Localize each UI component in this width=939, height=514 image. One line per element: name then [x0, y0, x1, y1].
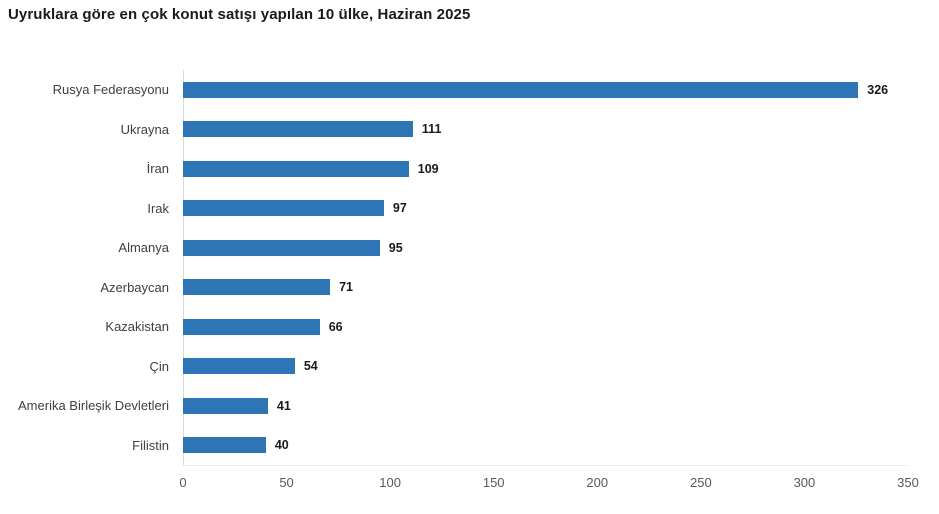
plot-rows: Rusya Federasyonu 326 Ukrayna 111 İran 109 Ira…: [0, 70, 939, 465]
bar-track: 109: [183, 149, 908, 189]
x-tick-label: 200: [586, 475, 609, 490]
bar: [183, 318, 320, 335]
bar-track: 54: [183, 347, 908, 387]
chart-title: Uyruklara göre en çok konut satışı yapıl…: [8, 6, 471, 23]
bar-value-label: 326: [867, 82, 889, 97]
y-axis-line: [183, 70, 184, 465]
bar-track: 326: [183, 70, 908, 110]
bar-row: Almanya 95: [0, 228, 939, 268]
bar: [183, 397, 268, 414]
category-label: Ukrayna: [120, 121, 169, 137]
bar-row: Ukrayna 111: [0, 110, 939, 150]
bar-row: Amerika Birleşik Devletleri 41: [0, 386, 939, 426]
bar-value-label: 111: [421, 122, 442, 137]
bar: [183, 239, 380, 256]
bar-row: Çin 54: [0, 347, 939, 387]
bar-value-label: 41: [276, 398, 291, 413]
bar-value-label: 71: [339, 280, 353, 295]
category-label: Filistin: [132, 437, 169, 453]
bar-chart: Rusya Federasyonu 326 Ukrayna 111 İran 109 Ira…: [0, 70, 939, 500]
bar: [183, 81, 859, 98]
bar-row: Rusya Federasyonu 326: [0, 70, 939, 110]
bar-value-label: 109: [417, 161, 439, 176]
bar-track: 97: [183, 189, 908, 229]
bar: [183, 121, 413, 138]
x-tick-label: 250: [689, 475, 712, 490]
bar-track: 95: [183, 228, 908, 268]
bar-row: Filistin 40: [0, 426, 939, 466]
category-label: Rusya Federasyonu: [52, 82, 169, 98]
bar-row: Irak 97: [0, 189, 939, 229]
x-tick-label: 350: [897, 475, 919, 490]
bar-value-label: 97: [392, 201, 407, 216]
bar-value-label: 95: [388, 240, 403, 255]
x-tick-label: 100: [379, 475, 401, 490]
bar-track: 40: [183, 426, 908, 466]
bar-value-label: 40: [274, 438, 289, 453]
bar: [183, 358, 295, 375]
category-label: Amerika Birleşik Devletleri: [18, 398, 169, 414]
x-tick-label: 50: [279, 475, 294, 490]
bar-row: Azerbaycan 71: [0, 268, 939, 308]
bar-track: 41: [183, 386, 908, 426]
x-tick-label: 0: [179, 475, 187, 490]
category-label: Irak: [147, 200, 169, 216]
bar: [183, 160, 409, 177]
bar-row: İran 109: [0, 149, 939, 189]
category-label: Almanya: [118, 240, 169, 256]
category-label: Azerbaycan: [100, 279, 169, 295]
bar: [183, 437, 266, 454]
x-tick-label: 300: [793, 475, 816, 490]
x-tick-label: 150: [482, 475, 505, 490]
bar: [183, 200, 384, 217]
category-label: Kazakistan: [105, 319, 169, 335]
bar-track: 71: [183, 268, 908, 308]
category-label: İran: [146, 161, 169, 177]
bar: [183, 279, 331, 296]
category-label: Çin: [149, 358, 169, 374]
bar-track: 111: [183, 110, 908, 150]
x-axis: 0 50 100 150 200 250 300 350: [179, 465, 919, 500]
bar-value-label: 66: [328, 319, 343, 334]
bar-value-label: 54: [303, 359, 318, 374]
bar-track: 66: [183, 307, 908, 347]
bar-row: Kazakistan 66: [0, 307, 939, 347]
